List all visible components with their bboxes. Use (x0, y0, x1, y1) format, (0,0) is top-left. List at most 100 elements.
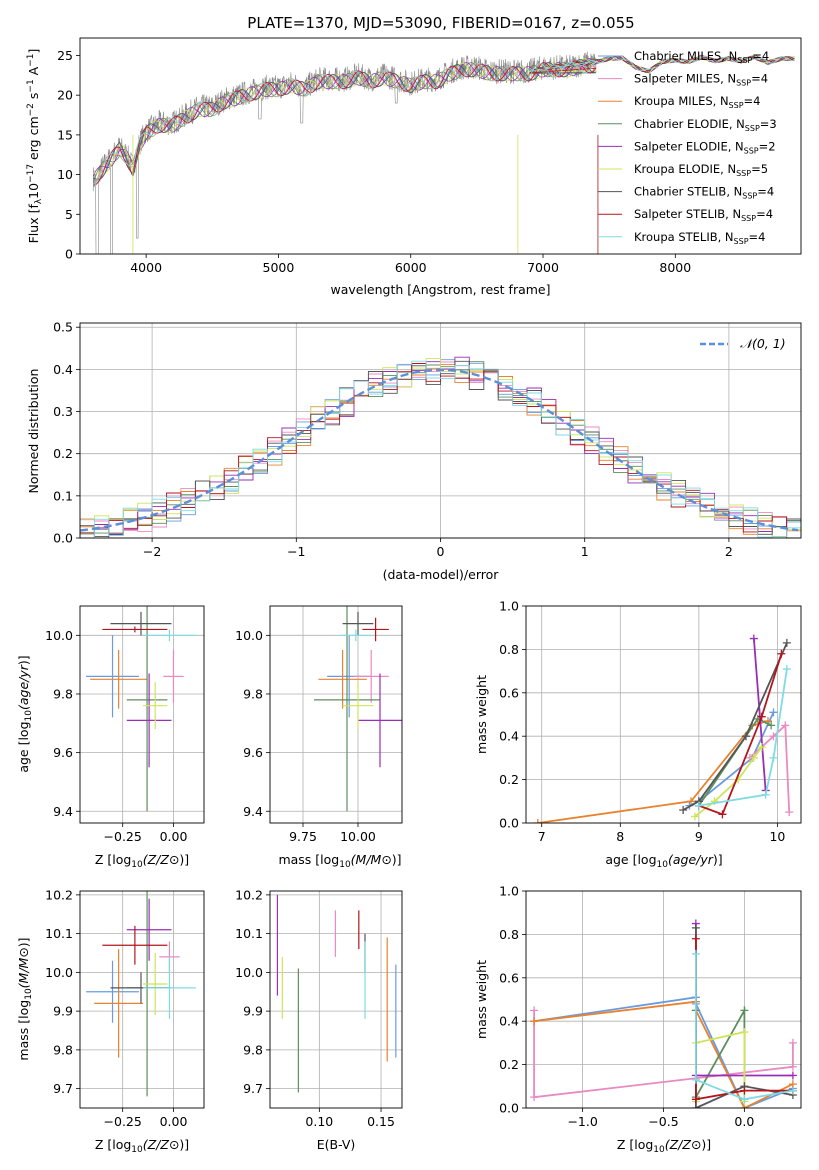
y-tick-label: 0.8 (499, 642, 519, 657)
x-axis-label: Z [log10(Z/Z⊙)] (95, 1137, 189, 1155)
weight-line-kroupa-stelib (695, 953, 794, 1101)
y-tick-label: 1.0 (499, 884, 519, 899)
x-axis-label: (data-model)/error (383, 567, 500, 582)
weight-marker-kroupa-miles (530, 1017, 539, 1026)
weight-marker-kroupa-stelib (740, 1095, 749, 1104)
x-axis-label: mass [log10(M/M⊙)] (278, 852, 401, 870)
y-axis-label: mass weight (474, 960, 489, 1039)
y-tick-label: 10.0 (235, 965, 263, 980)
x-tick-label: −0.25 (104, 829, 142, 844)
legend-item-chabrier-stelib: Chabrier STELIB, NSSP=4 (634, 185, 774, 201)
y-tick-label: 10.1 (235, 926, 263, 941)
axes-frame (79, 322, 802, 539)
y-axis-label: Flux [fλ10−17 erg cm−2 s−1 A−1] (26, 49, 44, 244)
y-axis-label: mass [log10(M/M⊙)] (16, 937, 34, 1060)
model-spectrum-salpeter-stelib (93, 55, 795, 186)
legend-item-salpeter-stelib: Salpeter STELIB, NSSP=4 (634, 207, 773, 223)
x-axis-label: E(B-V) (317, 1137, 356, 1152)
x-tick-label: 8000 (659, 260, 691, 275)
plot-area-mass-age (314, 606, 402, 812)
panel-age-weight: 7 8 9 10 0.0 0.2 0.4 0.6 0.8 1.0 mass weight age [l… (474, 599, 802, 870)
x-tick-label: 1 (581, 544, 589, 559)
y-tick-label: 10.1 (45, 926, 73, 941)
y-tick-label: 10.0 (45, 965, 73, 980)
x-axis-label: Z [log10(Z/Z⊙)] (95, 852, 189, 870)
weight-marker-chabrier-miles (769, 708, 778, 717)
x-axis-label: wavelength [Angstrom, rest frame] (330, 282, 550, 297)
y-tick-label: 9.4 (243, 804, 263, 819)
x-tick-label: 0.00 (160, 1114, 188, 1129)
spectrum-lines (92, 51, 795, 254)
figure-title: PLATE=1370, MJD=53090, FIBERID=0167, z=0… (247, 14, 634, 32)
weight-marker-salpeter-stelib (777, 649, 786, 658)
y-tick-label: 9.9 (243, 1004, 263, 1019)
y-tick-label: 9.4 (53, 804, 73, 819)
plot-area-z-weight (530, 919, 797, 1108)
y-tick-label: 0.6 (499, 970, 519, 985)
weight-marker-kroupa-stelib (691, 1075, 700, 1084)
y-tick-label: 0 (65, 247, 73, 262)
y-tick-label: 0.4 (499, 1014, 519, 1029)
grid-mass-age (270, 606, 402, 823)
weight-line-salpeter-miles (533, 1010, 794, 1099)
y-tick-label: 0.5 (53, 320, 73, 335)
y-tick-label: 0.4 (53, 362, 73, 377)
weight-marker-kroupa-elodie (749, 753, 758, 762)
axes-frame (269, 605, 403, 824)
legend-item-chabrier-miles: Chabrier MILES, NSSP=4 (634, 49, 769, 65)
y-tick-label: 20 (57, 88, 73, 103)
y-tick-label: 1.0 (499, 599, 519, 614)
legend-item-salpeter-elodie: Salpeter ELODIE, NSSP=2 (634, 139, 776, 155)
weight-marker-salpeter-stelib (691, 1095, 700, 1104)
weight-marker-kroupa-miles (533, 819, 542, 823)
weight-marker-salpeter-stelib (740, 1086, 749, 1095)
panel-mass-age: 9.75 10.00 9.4 9.6 9.8 10.0 mass [log10(M/M⊙)] (235, 605, 403, 870)
y-tick-label: 0.2 (53, 446, 73, 461)
weights-age-weight (533, 634, 794, 823)
panel-z-age: −0.25 0.00 9.4 9.6 9.8 10.0 Z [log10(Z/Z⊙)] age… (16, 605, 205, 870)
weight-line-kroupa-stelib (698, 668, 788, 807)
y-tick-label: 5 (65, 207, 73, 222)
weight-line-salpeter-miles (749, 723, 791, 813)
weight-marker-salpeter-miles (788, 1062, 797, 1071)
y-tick-label: 9.7 (243, 1081, 263, 1096)
x-tick-label: 9 (695, 829, 703, 844)
y-tick-label: 10.2 (45, 887, 73, 902)
plot-area-residual-hist (80, 356, 801, 538)
y-tick-label: 0.3 (53, 404, 73, 419)
y-axis-label: mass weight (474, 675, 489, 754)
weight-marker-salpeter-elodie (788, 1071, 797, 1080)
x-tick-label: 5000 (263, 260, 295, 275)
x-tick-label: 7000 (527, 260, 559, 275)
weight-line-salpeter-stelib (698, 653, 783, 816)
y-tick-label: 9.6 (53, 745, 73, 760)
plot-area-z-age (86, 606, 196, 812)
axes-frame (79, 605, 205, 824)
panel-spectrum: 4000 5000 6000 7000 8000 0 5 10 15 20 25 wavelength… (26, 37, 802, 297)
plot-area-ebv-mass (276, 894, 397, 1093)
y-tick-label: 0.2 (499, 772, 519, 787)
legend: Chabrier MILES, NSSP=4 Salpeter MILES, NS… (598, 49, 777, 246)
x-tick-label: −0.5 (648, 1114, 678, 1129)
y-tick-label: 9.8 (53, 1042, 73, 1057)
y-tick-label: 0.0 (499, 816, 519, 831)
panel-z-mass: −0.25 0.00 9.7 9.8 9.9 10.0 10.1 10.2 Z [log10(Z… (16, 887, 205, 1155)
weight-marker-kroupa-stelib (769, 753, 778, 762)
y-tick-label: 10.2 (235, 887, 263, 902)
model-spectrum-chabrier-stelib (93, 55, 795, 180)
panel-ebv-mass: 0.10 0.15 9.7 9.8 9.9 10.0 10.1 10.2 E(B-V) (235, 887, 403, 1152)
weight-marker-salpeter-miles (785, 808, 794, 817)
weight-marker-kroupa-elodie (740, 1028, 749, 1037)
x-tick-label: 7 (538, 829, 546, 844)
y-tick-label: 9.7 (53, 1081, 73, 1096)
x-tick-label: 2 (725, 544, 733, 559)
y-tick-label: 0.0 (53, 531, 73, 546)
weight-marker-kroupa-stelib (694, 801, 703, 810)
weight-marker-chabrier-elodie (740, 1006, 749, 1015)
plot-area-z-mass (86, 891, 196, 1097)
x-tick-label: 0 (437, 544, 445, 559)
weight-marker-kroupa-stelib (691, 949, 700, 958)
weight-marker-chabrier-stelib (679, 805, 688, 814)
y-tick-label: 25 (57, 48, 73, 63)
histograms (80, 356, 801, 538)
